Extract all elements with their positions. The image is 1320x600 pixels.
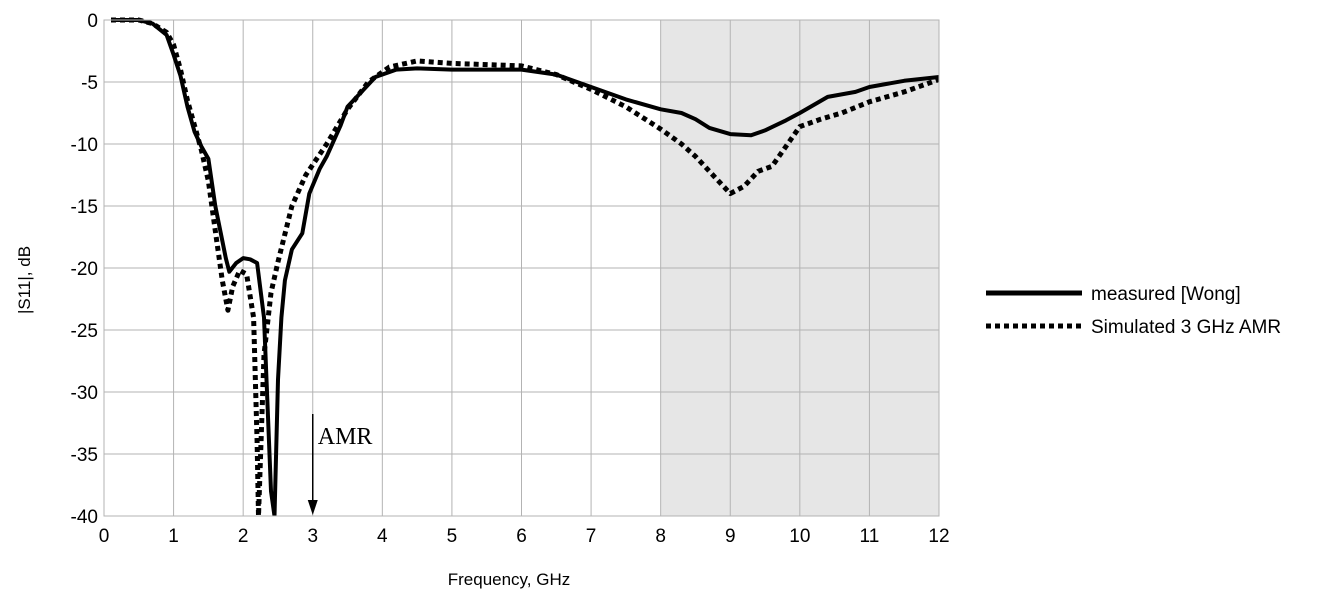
- x-tick-label-6: 6: [516, 526, 527, 547]
- y-tick-label-4: -20: [71, 259, 98, 280]
- y-tick-label-1: -5: [81, 73, 98, 94]
- legend-label-measured: measured [Wong]: [1091, 284, 1241, 305]
- y-tick-label-0: 0: [87, 11, 98, 32]
- x-tick-label-12: 12: [928, 526, 949, 547]
- x-tick-label-11: 11: [860, 526, 880, 547]
- x-tick-label-10: 10: [789, 526, 810, 547]
- x-tick-label-5: 5: [447, 526, 458, 547]
- legend: measured [Wong] Simulated 3 GHz AMR: [986, 284, 1281, 338]
- y-tick-label-5: -25: [71, 321, 98, 342]
- series-line-0: [111, 18, 939, 516]
- annotation: AMR: [307, 414, 373, 515]
- x-tick-label-2: 2: [238, 526, 249, 547]
- x-tick-label-0: 0: [99, 526, 110, 547]
- legend-label-simulated: Simulated 3 GHz AMR: [1091, 317, 1281, 338]
- y-tick-label-6: -30: [71, 383, 98, 404]
- x-tick-label-9: 9: [725, 526, 736, 547]
- plot-frame: [103, 19, 940, 517]
- axes: [103, 19, 940, 517]
- annotation-arrow-head: [307, 500, 318, 515]
- x-tick-label-7: 7: [586, 526, 597, 547]
- x-tick-label-8: 8: [655, 526, 666, 547]
- x-tick-label-4: 4: [377, 526, 388, 547]
- series-lines: [111, 17, 939, 516]
- x-tick-label-3: 3: [307, 526, 318, 547]
- y-tick-label-7: -35: [71, 445, 98, 466]
- tick-labels: 0 1 2 3 4 5 6 7 8 9 10 11 120-5-10-15-20-25-30-35-40: [71, 11, 950, 547]
- y-tick-label-3: -15: [71, 197, 98, 218]
- y-tick-label-2: -10: [71, 135, 98, 156]
- x-tick-label-1: 1: [168, 526, 179, 547]
- x-axis-title: Frequency, GHz: [448, 570, 571, 589]
- y-tick-label-8: -40: [71, 507, 98, 528]
- annotation-text: AMR: [318, 424, 373, 450]
- y-axis-title: |S11|, dB: [15, 246, 34, 314]
- grid: [103, 19, 940, 517]
